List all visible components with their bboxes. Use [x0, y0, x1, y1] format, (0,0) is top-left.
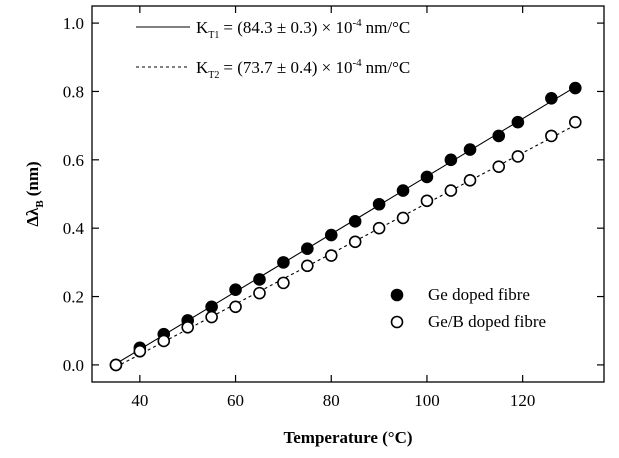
- y-tick-label: 0.8: [63, 82, 84, 101]
- y-tick-label: 0.2: [63, 288, 84, 307]
- data-point: [420, 194, 434, 208]
- data-point: [301, 242, 314, 255]
- data-point: [301, 259, 314, 273]
- x-tick-label: 120: [510, 391, 536, 410]
- data-point: [348, 235, 362, 249]
- legend-marker: [390, 288, 404, 302]
- data-point: [463, 143, 477, 156]
- data-point: [511, 150, 525, 163]
- fit-text: = (84.3 ± 0.3) × 10: [223, 18, 352, 37]
- data-point: [444, 153, 458, 167]
- data-point: [205, 300, 218, 314]
- data-point: [205, 310, 218, 324]
- data-point: [420, 170, 434, 184]
- y-tick-label: 0.0: [63, 356, 84, 375]
- legend-marker: [390, 315, 404, 329]
- data-point: [253, 273, 266, 286]
- legend-label: Ge doped fibre: [428, 285, 530, 304]
- y-tick-label: 0.4: [63, 219, 85, 238]
- x-axis-label: Temperature (°C): [283, 428, 412, 447]
- fit-subscript: T2: [208, 70, 219, 81]
- fit-superscript: -4: [352, 57, 362, 69]
- data-point: [545, 129, 558, 143]
- fit-subscript: T1: [208, 30, 219, 41]
- data-point: [396, 184, 410, 197]
- data-point: [277, 276, 290, 290]
- x-tick-label: 60: [227, 391, 244, 410]
- legend-label: Ge/B doped fibre: [428, 312, 546, 331]
- data-point: [444, 184, 458, 197]
- y-axis-label-text: ΔλB(nm): [23, 161, 46, 226]
- data-point: [133, 344, 147, 358]
- data-point: [324, 228, 338, 242]
- data-point: [372, 197, 386, 211]
- fit-unit: nm/°C: [366, 58, 411, 77]
- data-point: [324, 249, 338, 262]
- data-point: [568, 115, 582, 129]
- plot-frame: [91, 5, 605, 383]
- y-tick-label: 0.6: [63, 151, 84, 170]
- data-point: [157, 334, 171, 348]
- fit-text: = (73.7 ± 0.4) × 10: [223, 58, 352, 77]
- y-tick-label: 1.0: [63, 14, 84, 33]
- data-point: [545, 91, 558, 105]
- data-point: [568, 81, 582, 95]
- x-tick-label: 80: [323, 391, 340, 410]
- fit-symbol: K: [196, 58, 209, 77]
- x-tick-label: 40: [131, 391, 148, 410]
- data-point: [463, 174, 477, 187]
- fit-label: KT2 = (73.7 ± 0.4) × 10-4 nm/°C: [196, 57, 410, 81]
- fit-superscript: -4: [352, 17, 362, 29]
- fit-unit: nm/°C: [366, 18, 411, 37]
- data-point: [109, 358, 123, 372]
- fit-symbol: K: [196, 18, 209, 37]
- data-point: [253, 286, 266, 300]
- data-point: [372, 221, 386, 235]
- data-point: [396, 211, 410, 225]
- data-point: [348, 215, 362, 228]
- y-axis-label: ΔλB(nm): [23, 161, 46, 226]
- data-point: [229, 300, 242, 314]
- data-point: [229, 283, 242, 297]
- data-point: [181, 321, 195, 334]
- fit-label: KT1 = (84.3 ± 0.3) × 10-4 nm/°C: [196, 17, 410, 41]
- data-point: [511, 115, 525, 129]
- x-tick-label: 100: [414, 391, 440, 410]
- data-point: [492, 129, 506, 143]
- data-point: [277, 256, 290, 269]
- data-point: [492, 160, 506, 173]
